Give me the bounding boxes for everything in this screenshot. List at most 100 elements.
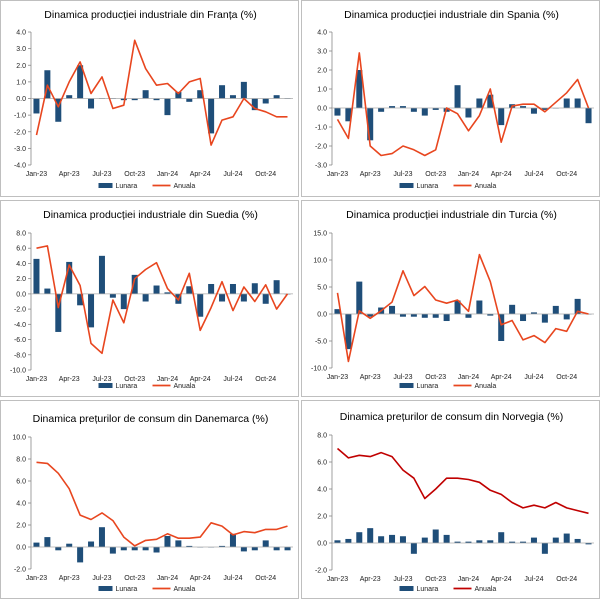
bar-lunara bbox=[410, 108, 417, 112]
x-tick-label: Jul-23 bbox=[92, 171, 111, 178]
bar-lunara bbox=[443, 534, 450, 543]
legend-label-anuala: Anuala bbox=[174, 383, 196, 390]
bar-lunara bbox=[153, 547, 160, 553]
bar-lunara bbox=[356, 281, 363, 314]
y-tick-label: 0.0 bbox=[16, 96, 26, 103]
bar-lunara bbox=[88, 293, 95, 328]
bar-lunara bbox=[131, 547, 138, 551]
chart-title: Dinamica producției industriale din Span… bbox=[344, 9, 559, 21]
y-tick-label: 8.0 bbox=[16, 457, 26, 464]
legend-swatch-lunara bbox=[399, 383, 414, 388]
x-tick-label: Jan-24 bbox=[458, 374, 480, 381]
x-tick-label: Jul-23 bbox=[393, 171, 412, 178]
bar-lunara bbox=[262, 540, 269, 547]
x-tick-label: Oct-23 bbox=[124, 376, 145, 383]
bar-lunara bbox=[530, 312, 537, 314]
bar-lunara bbox=[509, 541, 516, 543]
x-tick-label: Apr-24 bbox=[190, 376, 211, 383]
x-tick-label: Jul-23 bbox=[92, 575, 111, 582]
bar-lunara bbox=[476, 540, 483, 543]
chart-title: Dinamica producției industriale din Turc… bbox=[346, 209, 557, 221]
bar-lunara bbox=[356, 532, 363, 543]
chart-title: Dinamica prețurilor de consum din Norveg… bbox=[340, 411, 564, 423]
y-tick-label: 4.0 bbox=[16, 30, 26, 37]
y-tick-label: -4.0 bbox=[14, 322, 26, 329]
x-tick-label: Apr-24 bbox=[491, 171, 512, 178]
bar-lunara bbox=[262, 98, 269, 104]
bar-lunara bbox=[219, 85, 226, 99]
y-tick-label: 0.0 bbox=[317, 312, 327, 319]
bar-lunara bbox=[153, 98, 160, 101]
x-tick-label: Jul-23 bbox=[393, 576, 412, 583]
legend-swatch-lunara bbox=[98, 586, 113, 591]
bar-lunara bbox=[109, 547, 116, 554]
bar-lunara bbox=[229, 533, 236, 547]
bar-lunara bbox=[367, 108, 374, 141]
y-tick-label: -5.0 bbox=[315, 339, 327, 346]
y-tick-label: 2.0 bbox=[317, 514, 327, 521]
x-tick-label: Oct-23 bbox=[425, 171, 446, 178]
bar-lunara bbox=[574, 298, 581, 314]
bar-lunara bbox=[208, 98, 215, 134]
bar-lunara bbox=[530, 108, 537, 114]
legend-label-anuala: Anuala bbox=[174, 586, 196, 593]
bar-lunara bbox=[66, 95, 73, 99]
y-tick-label: -1.0 bbox=[315, 125, 327, 132]
y-tick-label: -6.0 bbox=[14, 337, 26, 344]
bar-lunara bbox=[197, 293, 204, 317]
bar-lunara bbox=[229, 283, 236, 294]
y-tick-label: 10.0 bbox=[313, 258, 327, 265]
x-tick-label: Apr-24 bbox=[190, 171, 211, 178]
bar-lunara bbox=[574, 98, 581, 108]
chart-panel-danemarca: Dinamica prețurilor de consum din Danema… bbox=[0, 400, 299, 599]
x-tick-label: Jan-23 bbox=[327, 171, 349, 178]
bar-lunara bbox=[186, 286, 193, 294]
bar-lunara bbox=[552, 305, 559, 314]
x-tick-label: Jul-24 bbox=[223, 575, 242, 582]
chart-title: Dinamica prețurilor de consum din Danema… bbox=[33, 413, 269, 425]
bar-lunara bbox=[142, 547, 149, 551]
x-tick-label: Jul-24 bbox=[223, 376, 242, 383]
bar-lunara bbox=[88, 98, 95, 109]
x-tick-label: Jul-24 bbox=[223, 171, 242, 178]
bar-lunara bbox=[530, 537, 537, 543]
bar-lunara bbox=[432, 108, 439, 110]
y-tick-label: 2.0 bbox=[16, 63, 26, 70]
x-tick-label: Apr-23 bbox=[360, 374, 381, 381]
x-tick-label: Jan-24 bbox=[458, 171, 480, 178]
x-tick-label: Oct-24 bbox=[255, 575, 276, 582]
y-tick-label: 4.0 bbox=[317, 30, 327, 37]
bar-lunara bbox=[55, 547, 62, 551]
bar-lunara bbox=[44, 70, 51, 99]
bar-lunara bbox=[541, 108, 548, 110]
bar-lunara bbox=[367, 528, 374, 543]
x-tick-label: Apr-24 bbox=[190, 575, 211, 582]
bar-lunara bbox=[465, 108, 472, 118]
line-anuala bbox=[336, 52, 590, 157]
legend-label-lunara: Lunara bbox=[116, 183, 138, 190]
chart-title: Dinamica producției industriale din Fran… bbox=[44, 9, 256, 21]
bar-lunara bbox=[55, 98, 62, 122]
y-tick-label: -10.0 bbox=[10, 368, 26, 375]
bar-lunara bbox=[509, 304, 516, 314]
bar-lunara bbox=[585, 543, 592, 545]
x-tick-label: Jul-23 bbox=[92, 376, 111, 383]
legend-label-anuala: Anuala bbox=[475, 586, 497, 593]
x-tick-label: Oct-23 bbox=[425, 576, 446, 583]
bar-lunara bbox=[186, 545, 193, 547]
bar-lunara bbox=[153, 285, 160, 294]
line-anuala bbox=[36, 461, 288, 547]
y-tick-label: 8.0 bbox=[16, 231, 26, 238]
y-tick-label: 0.0 bbox=[317, 541, 327, 548]
bar-lunara bbox=[120, 293, 127, 310]
bar-lunara bbox=[186, 98, 193, 102]
x-tick-label: Oct-23 bbox=[124, 171, 145, 178]
bar-lunara bbox=[421, 108, 428, 116]
bar-lunara bbox=[432, 529, 439, 543]
legend-swatch-lunara bbox=[399, 586, 414, 591]
y-tick-label: 6.0 bbox=[317, 460, 327, 467]
bar-lunara bbox=[498, 108, 505, 126]
y-tick-label: 0.0 bbox=[16, 545, 26, 552]
bar-lunara bbox=[142, 90, 149, 99]
bar-lunara bbox=[389, 534, 396, 543]
